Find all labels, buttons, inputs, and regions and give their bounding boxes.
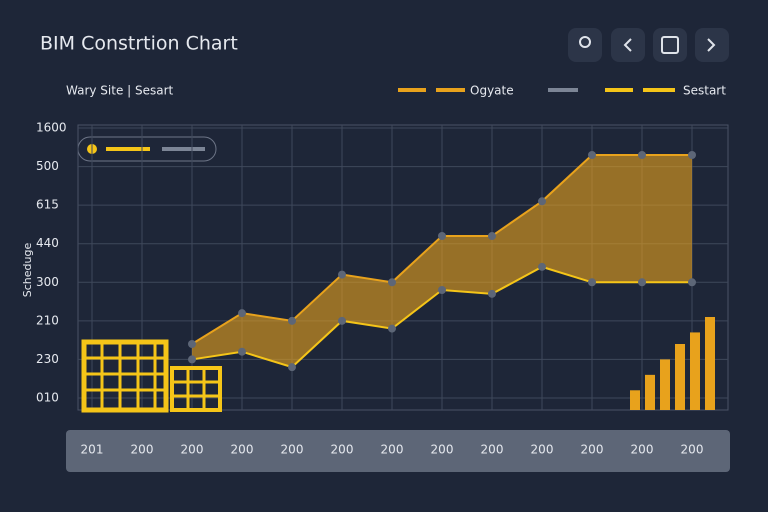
vertex xyxy=(388,324,396,333)
y-tick-label: 300 xyxy=(36,275,59,289)
x-tick-label: 200 xyxy=(281,443,304,457)
vertex xyxy=(638,278,646,287)
x-tick-label: 200 xyxy=(681,443,704,457)
x-tick-label: 200 xyxy=(231,443,254,457)
icon xyxy=(661,36,679,54)
x-tick-label: 200 xyxy=(631,443,654,457)
y-tick-label: 500 xyxy=(36,159,59,173)
x-tick-label: 200 xyxy=(531,443,554,457)
vertex xyxy=(488,232,496,240)
vertex xyxy=(288,363,296,372)
page-title: BIM Constrtion Chart xyxy=(40,33,238,55)
vertex xyxy=(388,278,396,287)
vertex xyxy=(488,289,496,298)
vertex xyxy=(538,197,546,206)
bar xyxy=(675,344,685,410)
icon xyxy=(707,38,716,52)
y-tick-label: 210 xyxy=(36,313,59,327)
plot-frame xyxy=(77,124,729,411)
vertex xyxy=(538,262,546,271)
back-button[interactable] xyxy=(611,28,645,62)
y-tick-label: 1600 xyxy=(36,121,67,135)
vertex xyxy=(238,309,246,318)
x-tick-label: 200 xyxy=(431,443,454,457)
vertex xyxy=(438,286,446,294)
location-button[interactable] xyxy=(568,28,602,62)
x-tick-label: 200 xyxy=(331,443,354,457)
vertex xyxy=(288,316,296,325)
vertex xyxy=(588,151,596,159)
vertex xyxy=(338,316,346,325)
subtitle: Wary Site | Sesart xyxy=(66,84,174,98)
toolbar xyxy=(568,28,729,62)
vertex xyxy=(588,278,596,287)
x-tick-label: 200 xyxy=(181,443,204,457)
x-tick-label: 200 xyxy=(581,443,604,457)
vertex xyxy=(438,232,446,240)
bar xyxy=(660,359,670,410)
x-tick-label: 200 xyxy=(131,443,154,457)
y-tick-label: 230 xyxy=(36,352,59,366)
y-tick-label: 615 xyxy=(36,198,59,212)
building-decor xyxy=(81,339,222,413)
band-area xyxy=(192,155,692,368)
y-axis-label: Scheduge xyxy=(21,243,34,298)
x-tick-label: 200 xyxy=(381,443,404,457)
legend-label: Sestart xyxy=(683,84,726,98)
bar xyxy=(690,332,700,410)
x-axis-band xyxy=(66,430,730,472)
forward-button[interactable] xyxy=(695,28,729,62)
legend-label: Ogyate xyxy=(470,84,514,98)
y-tick-label: 010 xyxy=(36,391,59,405)
vertex xyxy=(188,355,196,364)
vertex xyxy=(638,151,646,159)
x-tick-label: 200 xyxy=(481,443,504,457)
vertex xyxy=(688,278,696,287)
icon xyxy=(623,38,632,52)
vertex xyxy=(238,347,246,356)
save-button[interactable] xyxy=(653,28,687,62)
vertex xyxy=(188,340,196,348)
bar xyxy=(630,390,640,410)
icon xyxy=(579,36,591,48)
y-tick-label: 440 xyxy=(36,236,59,250)
bar xyxy=(705,317,715,410)
x-tick-label: 201 xyxy=(81,443,104,457)
vertex xyxy=(338,270,346,279)
bar xyxy=(645,374,655,410)
vertex xyxy=(688,151,696,159)
